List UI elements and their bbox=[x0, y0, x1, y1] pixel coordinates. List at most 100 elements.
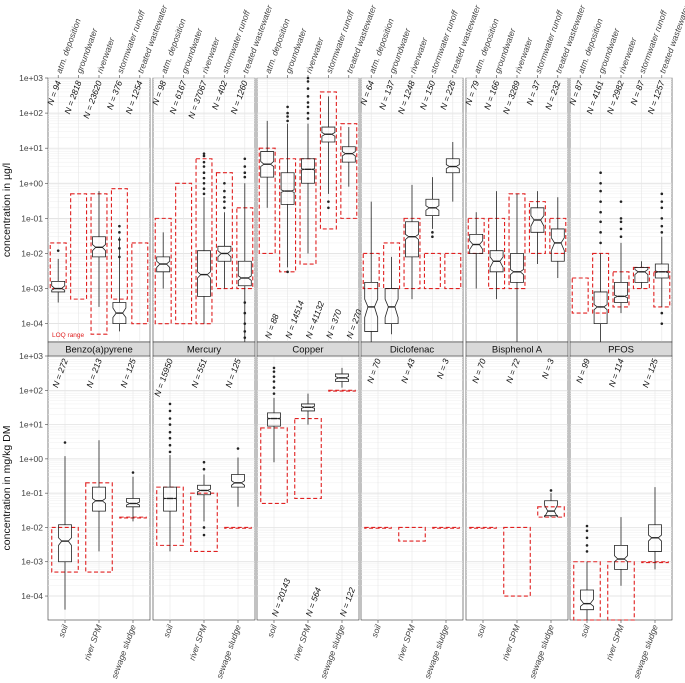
outlier-point bbox=[168, 423, 172, 426]
y-tick-label: 1e+03 bbox=[19, 351, 43, 361]
boxplot-sewage-sludge bbox=[126, 471, 140, 522]
x-category-label-bottom: river SPM bbox=[291, 622, 313, 661]
outlier-point bbox=[202, 533, 206, 537]
outlier-point bbox=[286, 111, 289, 115]
outlier-point bbox=[168, 430, 172, 434]
box-body bbox=[92, 486, 106, 512]
x-category-label-bottom: soil bbox=[369, 622, 383, 638]
outlier-point bbox=[286, 105, 289, 109]
x-category-label-top: riverwater bbox=[94, 35, 117, 75]
outlier-point bbox=[327, 200, 330, 203]
facet-strip-label: Mercury bbox=[187, 345, 222, 356]
outlier-point bbox=[619, 235, 623, 239]
top-panel-5: N = 87 N = 4161 N = 2982 N = 87 N = 1257 bbox=[567, 77, 673, 349]
outlier-point bbox=[599, 181, 602, 185]
outlier-point bbox=[599, 200, 602, 203]
boxplot-atm--deposition bbox=[260, 120, 275, 208]
y-tick-label: 1e+03 bbox=[19, 73, 43, 83]
box-body bbox=[648, 524, 662, 552]
boxplot-treated-wastewater bbox=[654, 192, 669, 325]
boxplot-treated-wastewater bbox=[445, 142, 460, 202]
y-tick-label: 1e-01 bbox=[21, 488, 43, 498]
box-body bbox=[267, 412, 281, 427]
outlier-point bbox=[118, 231, 121, 234]
outlier-point bbox=[286, 270, 289, 274]
loq-range bbox=[383, 242, 401, 290]
facet-strip bbox=[152, 341, 256, 357]
box-body bbox=[510, 253, 524, 283]
boxplot-riverwater bbox=[405, 184, 419, 300]
loq-range bbox=[190, 492, 218, 552]
boxplot-soil bbox=[163, 402, 177, 552]
boxplot-stormwater-runoff bbox=[634, 261, 649, 289]
x-category-label-bottom: soil bbox=[161, 622, 175, 638]
outlier-point bbox=[599, 231, 602, 234]
outlier-point bbox=[272, 366, 276, 370]
outlier-point bbox=[202, 171, 206, 175]
boxplot-sewage-sludge bbox=[648, 487, 662, 570]
outlier-point bbox=[202, 165, 206, 168]
outlier-point bbox=[306, 95, 310, 98]
loq-range bbox=[571, 277, 589, 314]
outlier-point bbox=[431, 235, 434, 239]
x-category-label-bottom: sewage sludge bbox=[631, 623, 660, 680]
loq-range bbox=[328, 389, 356, 392]
box-body bbox=[260, 151, 275, 178]
outlier-point bbox=[202, 160, 206, 164]
y-tick-label: 1e+02 bbox=[19, 108, 43, 118]
box-body bbox=[341, 146, 356, 163]
y-tick-label: 1e-01 bbox=[21, 213, 43, 223]
outlier-point bbox=[118, 224, 121, 228]
boxplot-stormwater-runoff bbox=[321, 96, 336, 210]
loq-range bbox=[469, 526, 497, 529]
loq-range bbox=[340, 123, 358, 219]
outlier-point bbox=[327, 206, 330, 210]
loq-range bbox=[154, 217, 172, 325]
boxplot-treated-wastewater bbox=[341, 127, 356, 187]
outlier-point bbox=[202, 181, 206, 185]
x-category-label-bottom: sewage sludge bbox=[318, 623, 347, 680]
outlier-point bbox=[431, 231, 434, 234]
loq-range bbox=[423, 252, 441, 290]
bottom-panel-0: N = 272 N = 213 N = 125 bbox=[47, 355, 151, 621]
y-tick-label: 1e-04 bbox=[21, 591, 43, 601]
outlier-point bbox=[585, 524, 589, 528]
boxplot-sewage-sludge bbox=[231, 447, 245, 507]
box-body bbox=[364, 281, 379, 332]
x-category-label-bottom: river SPM bbox=[604, 622, 626, 661]
boxplot-treated-wastewater bbox=[237, 157, 252, 342]
box-body bbox=[634, 267, 649, 283]
outlier-point bbox=[243, 171, 247, 175]
outlier-point bbox=[63, 441, 67, 444]
x-category-label-top: riverwater bbox=[616, 35, 639, 75]
outlier-point bbox=[131, 471, 135, 474]
box-body bbox=[237, 260, 252, 287]
box-body bbox=[469, 233, 484, 254]
boxplot-groundwater bbox=[280, 105, 295, 274]
box-body bbox=[197, 484, 211, 496]
box-body bbox=[301, 403, 315, 412]
x-category-label-top: riverwater bbox=[303, 35, 326, 75]
box-body bbox=[280, 172, 295, 205]
box-body bbox=[445, 158, 460, 174]
facet-strip bbox=[465, 341, 569, 357]
facet-strip bbox=[256, 341, 360, 357]
box-body bbox=[231, 474, 245, 488]
outlier-point bbox=[56, 249, 60, 252]
outlier-point bbox=[118, 238, 121, 241]
boxplot-sewage-sludge bbox=[335, 367, 349, 388]
loq-range bbox=[175, 182, 193, 325]
outlier-point bbox=[243, 311, 247, 315]
loq-range bbox=[70, 193, 88, 300]
boxplot-soil bbox=[267, 366, 281, 463]
outlier-point bbox=[168, 402, 172, 406]
outlier-point bbox=[223, 189, 226, 193]
box-body bbox=[550, 228, 565, 262]
outlier-point bbox=[660, 217, 664, 220]
facet-strip bbox=[47, 341, 151, 357]
outlier-point bbox=[223, 195, 226, 199]
box-body bbox=[217, 245, 232, 262]
x-category-label-bottom: soil bbox=[578, 622, 592, 638]
